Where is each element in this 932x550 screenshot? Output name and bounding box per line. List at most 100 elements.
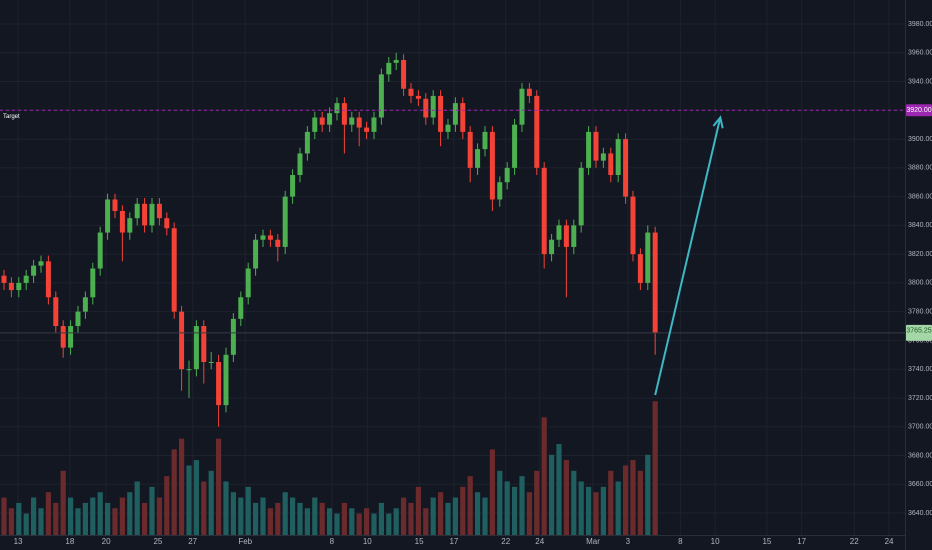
x-tick-label: Mar	[586, 537, 600, 546]
volume-bar	[423, 508, 429, 535]
volume-bar	[297, 502, 303, 535]
candle-body	[90, 268, 96, 298]
volume-bar	[378, 502, 384, 535]
volume-bar	[548, 454, 555, 535]
volume-bar	[45, 492, 51, 535]
volume-bar	[534, 470, 540, 535]
candle-body	[201, 326, 207, 362]
x-tick-label: 15	[762, 537, 771, 546]
candle-body	[415, 95, 421, 99]
volume-bar	[556, 444, 562, 535]
volume-bar	[223, 481, 229, 535]
candle-body	[571, 225, 577, 247]
volume-bar	[571, 470, 577, 535]
volume-bar	[16, 502, 22, 535]
y-tick-label: 3780.00	[908, 308, 932, 315]
candle-body	[142, 203, 148, 226]
candle-body	[23, 275, 29, 283]
volume-bar	[622, 465, 629, 535]
candle-body	[282, 196, 288, 247]
volume-bar	[171, 449, 177, 535]
candle-body	[578, 167, 584, 226]
candle-body	[164, 218, 170, 229]
y-tick-label: 3860.00	[908, 193, 932, 200]
volume-bar	[371, 513, 377, 535]
candle-body	[230, 318, 236, 355]
volume-bar	[585, 486, 592, 535]
candle-body	[460, 103, 466, 132]
candle-body	[534, 95, 540, 168]
y-tick-label: 3880.00	[908, 165, 932, 172]
candle-body	[364, 127, 370, 132]
volume-bar	[652, 401, 658, 535]
volume-bar	[127, 492, 133, 535]
volume-bar	[408, 502, 414, 535]
x-tick-label: 3	[626, 537, 631, 546]
candle-body	[378, 74, 384, 118]
candle-body	[245, 268, 251, 298]
candle-body	[149, 203, 155, 226]
candle-body	[512, 124, 518, 168]
candle-body	[53, 297, 59, 327]
candle-body	[556, 225, 562, 240]
arrow-head	[712, 115, 724, 129]
candle-body	[127, 218, 133, 233]
volume-bar	[90, 497, 96, 535]
volume-bar	[445, 502, 451, 535]
volume-bar	[504, 481, 510, 535]
candle-body	[600, 153, 606, 161]
volume-bar	[393, 508, 399, 535]
volume-bar	[489, 449, 495, 535]
x-tick-label: 22	[850, 537, 859, 546]
volume-bar	[282, 492, 288, 535]
candle-body	[297, 153, 303, 176]
x-tick-label: 17	[449, 537, 458, 546]
x-tick-label: 13	[14, 537, 23, 546]
candle-body	[393, 59, 399, 63]
candle-body	[401, 59, 407, 89]
volume-bar	[312, 497, 318, 535]
candle-body	[60, 326, 66, 348]
x-tick-label: 24	[885, 537, 894, 546]
volume-bar	[134, 481, 140, 535]
volume-bar	[645, 454, 651, 535]
candle-body	[593, 131, 599, 161]
y-tick-label: 3680.00	[908, 452, 932, 459]
arrow-shaft	[654, 117, 722, 396]
candle-body	[267, 235, 273, 240]
y-tick-label: 3940.00	[908, 78, 932, 85]
candle-body	[216, 361, 222, 406]
volume-bar	[511, 486, 518, 535]
volume-bar	[474, 492, 481, 535]
x-tick-label: 10	[363, 537, 372, 546]
volume-bar	[600, 486, 606, 535]
price-axis	[905, 0, 932, 550]
y-tick-label: 3960.00	[908, 50, 932, 57]
target-tag	[906, 104, 932, 117]
volume-bar	[30, 497, 37, 535]
candle-body	[327, 113, 333, 125]
candle-body	[630, 196, 636, 255]
volume-bar	[289, 497, 296, 535]
volume-bar	[60, 470, 66, 535]
volume-bar	[460, 486, 466, 535]
candle-body	[504, 167, 510, 183]
x-tick-label: 20	[102, 537, 111, 546]
candle-body	[134, 203, 140, 219]
candle-body	[371, 117, 377, 132]
candle-body	[38, 261, 44, 266]
candle-body	[312, 117, 318, 132]
volume-bar	[141, 502, 148, 535]
candle-body	[519, 88, 525, 125]
volume-bar	[415, 486, 421, 535]
volume-bar	[341, 502, 347, 535]
volume-bar	[526, 492, 532, 535]
target-label: Target	[3, 114, 20, 120]
volume-bar	[193, 460, 199, 535]
volume-bar	[8, 508, 14, 535]
candle-body	[637, 254, 643, 283]
volume-bar	[267, 508, 273, 535]
y-tick-label: 3720.00	[908, 395, 932, 402]
volume-bar	[23, 513, 29, 535]
